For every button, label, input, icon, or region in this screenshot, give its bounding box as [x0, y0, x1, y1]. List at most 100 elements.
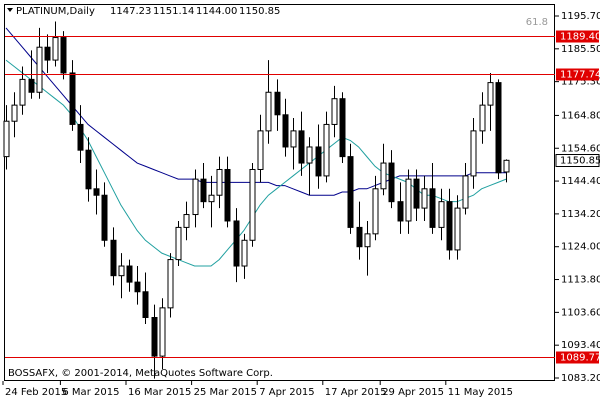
candle-body: [110, 239, 117, 277]
candle-body: [470, 130, 477, 177]
x-tick-label: 24 Feb 2015: [5, 387, 67, 398]
candle-body: [19, 78, 26, 106]
candle-body: [454, 207, 461, 251]
candle-body: [233, 220, 240, 267]
moving-average: [5, 27, 507, 196]
plot-frame: [4, 4, 555, 381]
candle-body: [347, 156, 354, 228]
candle-body: [446, 201, 453, 251]
candle-body: [118, 265, 125, 277]
candle-body: [290, 130, 297, 148]
candle-body: [298, 130, 305, 164]
candle-body: [323, 123, 330, 177]
candle-body: [462, 175, 469, 209]
candle-body: [282, 114, 289, 148]
y-tick-label: 1113.80: [561, 275, 600, 286]
candle-body: [93, 188, 100, 196]
footer: BOSSAFX, © 2001-2014, MetaQuotes Softwar…: [8, 368, 273, 379]
candle-body: [85, 149, 92, 190]
ohlc-value: 1147.23: [110, 6, 151, 17]
ohlc-value: 1151.14: [153, 6, 194, 17]
candle-body: [200, 178, 207, 203]
price-label: 1150.85: [560, 156, 600, 167]
candle-body: [306, 146, 313, 164]
candle-body: [126, 265, 133, 283]
candle-body: [487, 82, 494, 106]
level-label-box: [556, 30, 599, 43]
candle-body: [405, 178, 412, 222]
x-tick-label: 25 Mar 2015: [194, 387, 257, 398]
candle-body: [503, 159, 510, 173]
level-label-box: [556, 68, 599, 81]
candle-body: [331, 98, 338, 125]
candle-body: [44, 46, 51, 61]
chart-title: PLATINUM,Daily: [16, 6, 95, 17]
ohlc-value: 1150.85: [239, 6, 280, 17]
candle-body: [216, 168, 223, 196]
y-tick-label: 1124.00: [561, 242, 600, 253]
candle-body: [36, 46, 43, 93]
candle-body: [380, 162, 387, 190]
candle-body: [224, 168, 231, 222]
candle-body: [356, 226, 363, 248]
y-tick-label: 1083.20: [561, 373, 600, 384]
candle-body: [69, 72, 76, 125]
candle-body: [274, 91, 281, 116]
candle-body: [495, 82, 502, 174]
candle-body: [60, 37, 67, 74]
level-label-box: [556, 351, 599, 364]
candle-body: [142, 291, 149, 319]
candle-body: [241, 239, 248, 267]
candle-body: [249, 168, 256, 241]
level-label: 1177.74: [560, 70, 600, 81]
candle-body: [413, 178, 420, 209]
candle-body: [77, 123, 84, 151]
candle-body: [151, 317, 158, 357]
candle-body: [52, 37, 59, 61]
candle-body: [175, 226, 182, 261]
x-tick-label: 29 Apr 2015: [382, 387, 444, 398]
candle-body: [388, 162, 395, 203]
candle-body: [265, 91, 272, 132]
x-tick-label: 7 Apr 2015: [259, 387, 314, 398]
candle-body: [339, 98, 346, 158]
x-tick-label: 6 Mar 2015: [62, 387, 119, 398]
x-tick-label: 11 May 2015: [448, 387, 513, 398]
candle-body: [372, 188, 379, 235]
price-label-box: [555, 154, 600, 167]
candle-body: [28, 78, 35, 93]
candle-body: [167, 259, 174, 309]
candle-body: [183, 214, 190, 228]
y-tick-label: 1144.40: [561, 176, 600, 187]
candle-body: [101, 194, 108, 241]
y-tick-label: 1134.20: [561, 209, 600, 220]
ohlc-value: 1144.00: [196, 6, 237, 17]
candle-body: [257, 130, 264, 170]
x-tick-label: 17 Apr 2015: [325, 387, 387, 398]
candle-body: [429, 188, 436, 228]
candle-body: [134, 281, 141, 293]
candle-body: [438, 201, 445, 228]
y-tick-label: 1175.30: [561, 77, 600, 88]
x-tick-label: 16 Mar 2015: [128, 387, 191, 398]
menu-arrow: [7, 8, 13, 12]
y-tick-label: 1154.60: [561, 143, 600, 154]
candle-body: [364, 233, 371, 248]
y-tick-label: 1164.80: [561, 110, 600, 121]
candle-body: [315, 146, 322, 177]
candle-body: [421, 188, 428, 209]
y-tick-label: 1093.40: [561, 340, 600, 351]
candle-body: [11, 104, 18, 122]
candle-body: [479, 104, 486, 132]
level-label: 1189.40: [560, 32, 600, 43]
candle-body: [397, 201, 404, 222]
y-tick-label: 1103.60: [561, 307, 600, 318]
candle-body: [208, 194, 215, 203]
candle-body: [192, 178, 199, 216]
candle-body: [3, 120, 10, 158]
y-tick-label: 1195.70: [561, 11, 600, 22]
candle-body: [159, 307, 166, 357]
fib-label: 61.8: [526, 17, 548, 28]
